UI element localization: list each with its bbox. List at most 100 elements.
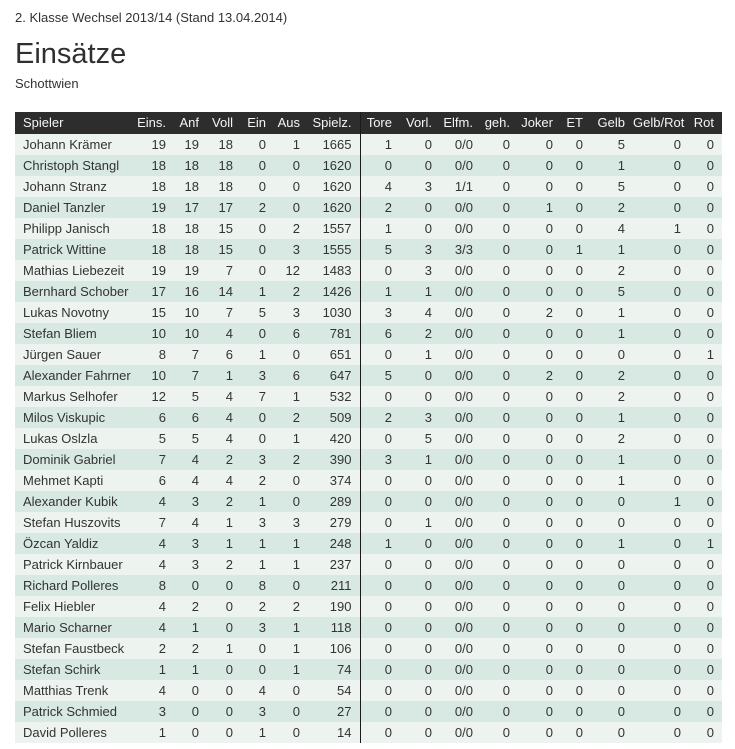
- stat-cell: 0: [274, 155, 308, 176]
- table-row: Mathias Liebezeit 19 19 7 0 12 1483 0 3 0/0 0 0 0 2 0 0: [15, 260, 722, 281]
- stat-cell: 14: [308, 722, 360, 743]
- stat-cell: 2: [591, 260, 633, 281]
- stat-cell: 1: [400, 281, 440, 302]
- stat-cell: 0: [633, 554, 689, 575]
- stat-cell: 0: [561, 596, 591, 617]
- table-row: Milos Viskupic 6 6 4 0 2 509 2 3 0/0 0 0 0 1 0 0: [15, 407, 722, 428]
- stat-cell: 1: [359, 281, 400, 302]
- stat-cell: 0/0: [440, 596, 481, 617]
- column-header-spielz: Spielz.: [308, 112, 360, 134]
- stat-cell: 0: [400, 134, 440, 155]
- player-name-cell: Richard Polleres: [15, 575, 132, 596]
- stat-cell: 18: [132, 176, 174, 197]
- stat-cell: 0: [518, 323, 561, 344]
- stat-cell: 5: [591, 281, 633, 302]
- stat-cell: 3: [241, 365, 274, 386]
- stat-cell: 0: [591, 638, 633, 659]
- stat-cell: 4: [132, 680, 174, 701]
- stat-cell: 0: [518, 428, 561, 449]
- stat-cell: 5: [241, 302, 274, 323]
- stat-cell: 54: [308, 680, 360, 701]
- stat-cell: 248: [308, 533, 360, 554]
- stat-cell: 0/0: [440, 281, 481, 302]
- stat-cell: 781: [308, 323, 360, 344]
- stat-cell: 0: [689, 659, 722, 680]
- stat-cell: 0/0: [440, 218, 481, 239]
- stat-cell: 0: [241, 260, 274, 281]
- stat-cell: 1: [274, 659, 308, 680]
- stat-cell: 0/0: [440, 344, 481, 365]
- stat-cell: 0: [561, 428, 591, 449]
- stat-cell: 0: [633, 197, 689, 218]
- table-row: Stefan Bliem 10 10 4 0 6 781 6 2 0/0 0 0 0 1 0 0: [15, 323, 722, 344]
- stat-cell: 5: [359, 365, 400, 386]
- stat-cell: 15: [132, 302, 174, 323]
- table-row: Alexander Kubik 4 3 2 1 0 289 0 0 0/0 0 0 0 0 1 0: [15, 491, 722, 512]
- stat-cell: 0/0: [440, 323, 481, 344]
- stat-cell: 0: [633, 260, 689, 281]
- stat-cell: 0: [689, 449, 722, 470]
- stat-cell: 0: [481, 407, 518, 428]
- stat-cell: 0: [633, 407, 689, 428]
- stat-cell: 0: [481, 449, 518, 470]
- stat-cell: 0: [400, 554, 440, 575]
- stat-cell: 0: [633, 134, 689, 155]
- stat-cell: 0: [274, 197, 308, 218]
- stat-cell: 18: [207, 155, 241, 176]
- stat-cell: 0: [481, 134, 518, 155]
- stat-cell: 2: [174, 638, 207, 659]
- stat-cell: 5: [591, 176, 633, 197]
- stat-cell: 0: [689, 197, 722, 218]
- stat-cell: 5: [359, 239, 400, 260]
- stat-cell: 0/0: [440, 386, 481, 407]
- stat-cell: 1: [241, 554, 274, 575]
- stat-cell: 0/0: [440, 512, 481, 533]
- stat-cell: 0: [591, 680, 633, 701]
- stat-cell: 0: [518, 512, 561, 533]
- stat-cell: 0: [591, 617, 633, 638]
- stat-cell: 0: [689, 218, 722, 239]
- column-header-gelb: Gelb: [591, 112, 633, 134]
- stat-cell: 0: [561, 722, 591, 743]
- stat-cell: 2: [241, 197, 274, 218]
- stat-cell: 0: [481, 722, 518, 743]
- stat-cell: 374: [308, 470, 360, 491]
- column-header-eins: Eins.: [132, 112, 174, 134]
- stat-cell: 1: [274, 428, 308, 449]
- stat-cell: 0: [689, 617, 722, 638]
- stat-cell: 0: [400, 155, 440, 176]
- stat-cell: 0: [359, 596, 400, 617]
- stat-cell: 12: [132, 386, 174, 407]
- stat-cell: 0: [518, 281, 561, 302]
- stat-cell: 1: [241, 491, 274, 512]
- stat-cell: 1: [359, 533, 400, 554]
- stat-cell: 0: [518, 344, 561, 365]
- stat-cell: 4: [132, 617, 174, 638]
- player-name-cell: Felix Hiebler: [15, 596, 132, 617]
- stat-cell: 0: [274, 680, 308, 701]
- stat-cell: 0: [518, 239, 561, 260]
- stat-cell: 19: [174, 134, 207, 155]
- stat-cell: 0: [359, 470, 400, 491]
- stat-cell: 0: [561, 617, 591, 638]
- stat-cell: 8: [241, 575, 274, 596]
- table-row: Patrick Kirnbauer 4 3 2 1 1 237 0 0 0/0 0 0 0 0 0 0: [15, 554, 722, 575]
- stat-cell: 0: [561, 449, 591, 470]
- stat-cell: 0: [689, 722, 722, 743]
- stat-cell: 1: [274, 134, 308, 155]
- stat-cell: 1: [591, 470, 633, 491]
- player-name-cell: Bernhard Schober: [15, 281, 132, 302]
- stat-cell: 1665: [308, 134, 360, 155]
- stat-cell: 0: [359, 575, 400, 596]
- stat-cell: 0: [689, 428, 722, 449]
- stat-cell: 0: [518, 575, 561, 596]
- stat-cell: 7: [207, 302, 241, 323]
- stat-cell: 0: [561, 344, 591, 365]
- stat-cell: 0: [689, 239, 722, 260]
- table-row: Philipp Janisch 18 18 15 0 2 1557 1 0 0/0 0 0 0 4 1 0: [15, 218, 722, 239]
- stat-cell: 190: [308, 596, 360, 617]
- stat-cell: 2: [207, 491, 241, 512]
- stat-cell: 1030: [308, 302, 360, 323]
- stat-cell: 18: [207, 134, 241, 155]
- player-table-body: Johann Krämer 19 19 18 0 1 1665 1 0 0/0 0 0 0 5 0 0 Chri…: [15, 134, 722, 743]
